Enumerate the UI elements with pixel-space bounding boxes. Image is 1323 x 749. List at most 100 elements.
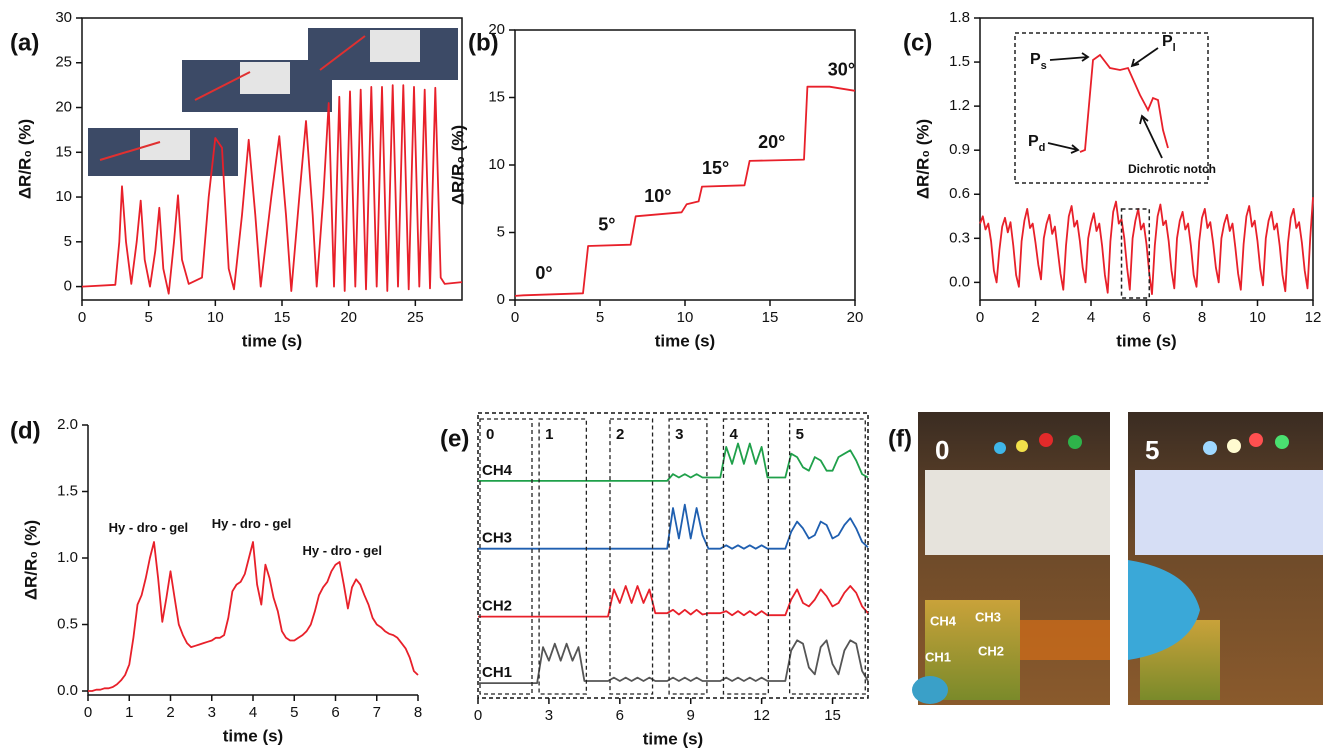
data-line — [88, 541, 419, 692]
y-tick-label: 0 — [64, 278, 72, 295]
window-box — [668, 418, 708, 695]
y-tick-label: 0.0 — [57, 682, 78, 699]
window-label: 2 — [616, 426, 624, 443]
peak-annotation: Hy - dro - gel — [212, 516, 291, 531]
series-label: CH3 — [482, 530, 512, 547]
y-tick-label: 1.2 — [949, 97, 970, 114]
channel-tag: CH3 — [975, 609, 1001, 624]
inset-label: Pd — [1028, 133, 1045, 154]
channel-tag: CH1 — [925, 649, 951, 664]
x-axis-label: time (s) — [242, 331, 302, 350]
peak-annotation: Hy - dro - gel — [303, 543, 382, 558]
window-box — [788, 418, 866, 695]
x-tick-label: 6 — [616, 707, 624, 724]
arrow — [1139, 114, 1163, 159]
photo-label: 5 — [1145, 435, 1159, 465]
x-tick-label: 3 — [545, 707, 553, 724]
x-tick-label: 0 — [511, 309, 519, 326]
x-tick-label: 25 — [407, 309, 424, 326]
electrodes — [1020, 620, 1110, 660]
led — [1039, 433, 1053, 447]
y-tick-label: 5 — [497, 223, 505, 240]
x-tick-label: 6 — [1142, 309, 1150, 326]
window-label: 5 — [796, 426, 804, 443]
y-tick-label: 30 — [55, 9, 72, 26]
x-tick-label: 0 — [976, 309, 984, 326]
x-tick-label: 2 — [1031, 309, 1039, 326]
x-axis-label: time (s) — [655, 331, 715, 350]
inset-label: Dichrotic notch — [1128, 162, 1216, 176]
y-tick-label: 0.6 — [949, 185, 970, 202]
step-annotation: 10° — [644, 186, 671, 206]
step-annotation: 15° — [702, 158, 729, 178]
y-tick-label: 20 — [55, 98, 72, 115]
panel-label: (c) — [903, 29, 932, 56]
series-label: CH1 — [482, 664, 512, 681]
x-tick-label: 1 — [125, 704, 133, 721]
x-tick-label: 10 — [207, 309, 224, 326]
y-tick-label: 10 — [488, 156, 505, 173]
x-tick-label: 4 — [249, 704, 257, 721]
x-tick-label: 10 — [1249, 309, 1266, 326]
plot-frame — [477, 412, 869, 699]
panel-label: (a) — [10, 29, 39, 56]
x-tick-label: 0 — [78, 309, 86, 326]
panel-label: (e) — [440, 425, 469, 452]
x-tick-label: 0 — [84, 704, 92, 721]
led — [1275, 435, 1289, 449]
photo-detail — [194, 71, 251, 101]
data-line — [81, 84, 463, 295]
y-tick-label: 0.3 — [949, 229, 970, 246]
led — [1068, 435, 1082, 449]
channel-tag: CH4 — [930, 613, 957, 628]
peak-annotation: Hy - dro - gel — [109, 520, 188, 535]
led — [1249, 433, 1263, 447]
step-annotation: 20° — [758, 132, 785, 152]
y-axis-label: ΔR/R₀ (%) — [448, 125, 467, 205]
led — [1016, 440, 1028, 452]
x-axis-label: time (s) — [643, 729, 703, 748]
channel-tag: CH2 — [978, 643, 1004, 658]
y-tick-label: 2.0 — [57, 416, 78, 433]
y-tick-label: 0.5 — [57, 615, 78, 632]
step-annotation: 5° — [598, 215, 615, 235]
x-tick-label: 20 — [340, 309, 357, 326]
arrow — [1130, 47, 1159, 68]
window-box — [722, 418, 770, 695]
x-tick-label: 10 — [677, 309, 694, 326]
window-box — [479, 418, 533, 695]
x-axis-label: time (s) — [1116, 331, 1176, 350]
panel-label: (b) — [468, 29, 499, 56]
data-line — [478, 639, 869, 684]
led — [1227, 439, 1241, 453]
x-tick-label: 5 — [290, 704, 298, 721]
panel-label: (d) — [10, 417, 41, 444]
y-tick-label: 15 — [488, 88, 505, 105]
x-tick-label: 15 — [824, 707, 841, 724]
y-tick-label: 1.5 — [949, 53, 970, 70]
y-axis-label: ΔR/R₀ (%) — [21, 520, 40, 600]
y-tick-label: 0 — [497, 291, 505, 308]
y-tick-label: 25 — [55, 54, 72, 71]
breadboard — [925, 470, 1110, 555]
y-tick-label: 0.0 — [949, 273, 970, 290]
y-tick-label: 20 — [488, 21, 505, 38]
data-line — [478, 442, 869, 482]
window-label: 4 — [729, 426, 738, 443]
arrow — [1049, 52, 1090, 62]
x-tick-label: 0 — [474, 707, 482, 724]
glove — [1128, 560, 1200, 660]
x-tick-label: 5 — [596, 309, 604, 326]
y-axis-label: ΔR/R₀ (%) — [913, 119, 932, 199]
panel-label: (f) — [888, 425, 912, 452]
plot-frame — [81, 17, 463, 301]
photo-detail — [99, 141, 161, 161]
led — [994, 442, 1006, 454]
y-tick-label: 1.5 — [57, 482, 78, 499]
y-tick-label: 1.8 — [949, 9, 970, 26]
highlight-box — [1120, 208, 1151, 299]
glove — [912, 676, 948, 704]
x-tick-label: 4 — [1087, 309, 1095, 326]
window-box — [609, 418, 654, 695]
